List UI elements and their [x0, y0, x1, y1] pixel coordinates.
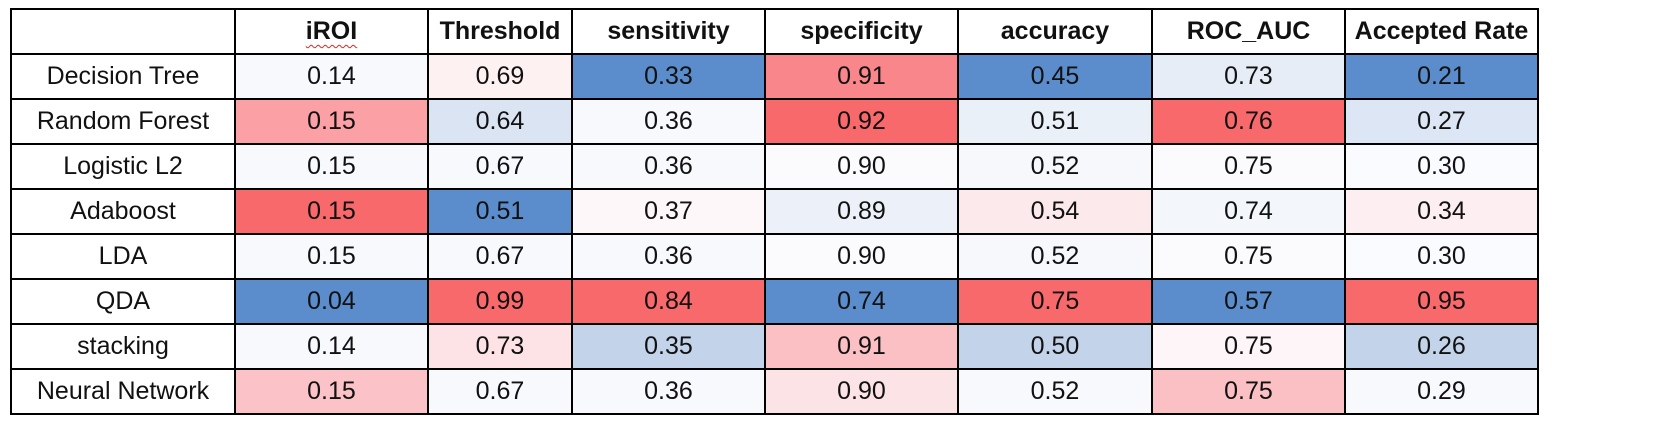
cell-accepted-rate: 0.26 — [1344, 323, 1539, 370]
table-body: Decision Tree 0.14 0.69 0.33 0.91 0.45 0.73 0.2… — [10, 53, 1539, 415]
cell-iroi: 0.04 — [234, 278, 429, 325]
cell-sensitivity: 0.33 — [571, 53, 766, 100]
table-row: Logistic L2 0.15 0.67 0.36 0.90 0.52 0.75 0.30 — [10, 143, 1539, 190]
cell-threshold: 0.51 — [427, 188, 573, 235]
cell-iroi: 0.15 — [234, 143, 429, 190]
cell-accepted-rate: 0.27 — [1344, 98, 1539, 145]
table-row: Adaboost 0.15 0.51 0.37 0.89 0.54 0.74 0.34 — [10, 188, 1539, 235]
cell-roc-auc: 0.73 — [1151, 53, 1346, 100]
cell-accuracy: 0.52 — [957, 368, 1153, 415]
col-header-roc-auc: ROC_AUC — [1151, 8, 1346, 55]
cell-iroi: 0.15 — [234, 188, 429, 235]
cell-accuracy: 0.54 — [957, 188, 1153, 235]
cell-iroi: 0.15 — [234, 98, 429, 145]
cell-sensitivity: 0.36 — [571, 368, 766, 415]
cell-iroi: 0.15 — [234, 233, 429, 280]
row-label: Neural Network — [10, 368, 236, 415]
cell-threshold: 0.69 — [427, 53, 573, 100]
cell-threshold: 0.99 — [427, 278, 573, 325]
table-row: LDA 0.15 0.67 0.36 0.90 0.52 0.75 0.30 — [10, 233, 1539, 280]
table-row: Random Forest 0.15 0.64 0.36 0.92 0.51 0.76 0.2… — [10, 98, 1539, 145]
cell-threshold: 0.73 — [427, 323, 573, 370]
cell-specificity: 0.91 — [764, 53, 959, 100]
row-label: Logistic L2 — [10, 143, 236, 190]
cell-accuracy: 0.45 — [957, 53, 1153, 100]
col-header-accuracy: accuracy — [957, 8, 1153, 55]
cell-accuracy: 0.50 — [957, 323, 1153, 370]
cell-sensitivity: 0.84 — [571, 278, 766, 325]
cell-accepted-rate: 0.29 — [1344, 368, 1539, 415]
col-header-threshold: Threshold — [427, 8, 573, 55]
cell-iroi: 0.14 — [234, 323, 429, 370]
cell-sensitivity: 0.35 — [571, 323, 766, 370]
corner-cell — [10, 8, 236, 55]
row-label: LDA — [10, 233, 236, 280]
cell-threshold: 0.64 — [427, 98, 573, 145]
table-row: Decision Tree 0.14 0.69 0.33 0.91 0.45 0.73 0.2… — [10, 53, 1539, 100]
cell-specificity: 0.92 — [764, 98, 959, 145]
cell-accepted-rate: 0.30 — [1344, 143, 1539, 190]
col-header-label: iROI — [305, 17, 358, 45]
row-label: QDA — [10, 278, 236, 325]
col-header-specificity: specificity — [764, 8, 959, 55]
cell-accepted-rate: 0.34 — [1344, 188, 1539, 235]
cell-accepted-rate: 0.95 — [1344, 278, 1539, 325]
cell-roc-auc: 0.75 — [1151, 323, 1346, 370]
cell-accuracy: 0.52 — [957, 143, 1153, 190]
cell-accuracy: 0.75 — [957, 278, 1153, 325]
cell-accepted-rate: 0.21 — [1344, 53, 1539, 100]
row-label: Adaboost — [10, 188, 236, 235]
heatmap-table: iROI Threshold sensitivity specificity a… — [10, 8, 1539, 415]
cell-roc-auc: 0.75 — [1151, 143, 1346, 190]
col-header-accepted-rate: Accepted Rate — [1344, 8, 1539, 55]
cell-threshold: 0.67 — [427, 233, 573, 280]
table-row: QDA 0.04 0.99 0.84 0.74 0.75 0.57 0.95 — [10, 278, 1539, 325]
table-row: Neural Network 0.15 0.67 0.36 0.90 0.52 0.75 0.… — [10, 368, 1539, 415]
cell-sensitivity: 0.36 — [571, 98, 766, 145]
row-label: Decision Tree — [10, 53, 236, 100]
cell-accepted-rate: 0.30 — [1344, 233, 1539, 280]
cell-sensitivity: 0.36 — [571, 233, 766, 280]
cell-sensitivity: 0.37 — [571, 188, 766, 235]
cell-sensitivity: 0.36 — [571, 143, 766, 190]
cell-roc-auc: 0.76 — [1151, 98, 1346, 145]
cell-accuracy: 0.52 — [957, 233, 1153, 280]
cell-specificity: 0.89 — [764, 188, 959, 235]
cell-roc-auc: 0.75 — [1151, 368, 1346, 415]
table-row: stacking 0.14 0.73 0.35 0.91 0.50 0.75 0.26 — [10, 323, 1539, 370]
cell-specificity: 0.91 — [764, 323, 959, 370]
cell-iroi: 0.15 — [234, 368, 429, 415]
cell-specificity: 0.74 — [764, 278, 959, 325]
row-label: stacking — [10, 323, 236, 370]
col-header-iroi: iROI — [234, 8, 429, 55]
cell-threshold: 0.67 — [427, 368, 573, 415]
cell-roc-auc: 0.75 — [1151, 233, 1346, 280]
row-label: Random Forest — [10, 98, 236, 145]
cell-iroi: 0.14 — [234, 53, 429, 100]
cell-specificity: 0.90 — [764, 143, 959, 190]
cell-specificity: 0.90 — [764, 233, 959, 280]
cell-accuracy: 0.51 — [957, 98, 1153, 145]
cell-roc-auc: 0.74 — [1151, 188, 1346, 235]
cell-roc-auc: 0.57 — [1151, 278, 1346, 325]
col-header-sensitivity: sensitivity — [571, 8, 766, 55]
cell-specificity: 0.90 — [764, 368, 959, 415]
cell-threshold: 0.67 — [427, 143, 573, 190]
header-row: iROI Threshold sensitivity specificity a… — [10, 8, 1539, 55]
